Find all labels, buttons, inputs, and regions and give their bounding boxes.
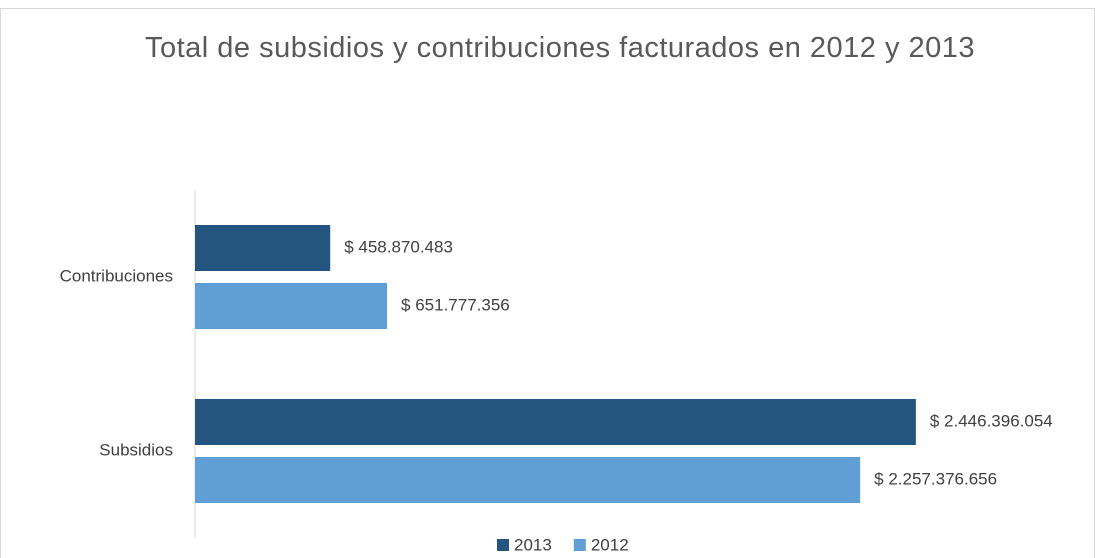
data-label: $ 2.257.376.656 xyxy=(874,469,997,488)
legend-swatch xyxy=(573,539,586,551)
legend-label: 2013 xyxy=(514,535,552,554)
bar xyxy=(195,399,916,445)
bar xyxy=(195,283,388,329)
data-label: $ 2.446.396.054 xyxy=(930,411,1053,430)
legend-label: 2012 xyxy=(591,535,629,554)
y-tick-label: Subsidios xyxy=(99,440,173,459)
chart-title: Total de subsidios y contribuciones fact… xyxy=(144,32,976,64)
data-label: $ 458.870.483 xyxy=(344,237,453,256)
y-tick-label: Contribuciones xyxy=(60,266,173,285)
bar xyxy=(195,457,861,503)
data-label: $ 651.777.356 xyxy=(401,295,510,314)
legend-swatch xyxy=(497,539,509,551)
bar xyxy=(195,225,331,271)
